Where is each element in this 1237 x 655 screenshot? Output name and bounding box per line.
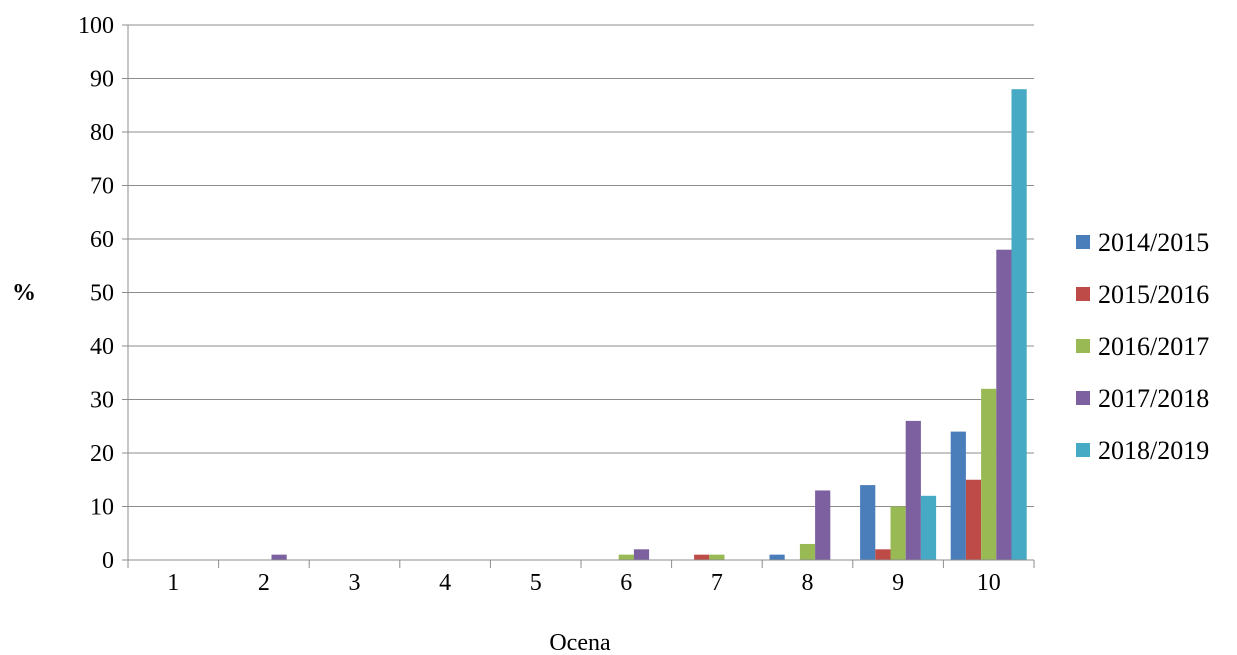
legend-label: 2016/2017 xyxy=(1098,332,1209,361)
bar xyxy=(799,543,816,560)
bar xyxy=(875,549,891,560)
x-tick-label: 8 xyxy=(802,570,814,596)
legend-swatch xyxy=(1076,391,1090,405)
bar xyxy=(860,485,876,560)
bar xyxy=(950,431,966,560)
y-tick-label: 50 xyxy=(90,281,114,307)
y-tick-label: 80 xyxy=(90,120,114,146)
bar xyxy=(769,554,785,560)
x-tick-label: 1 xyxy=(167,570,179,596)
x-tick-label: 6 xyxy=(620,570,632,596)
x-tick-label: 9 xyxy=(892,570,904,596)
gridlines xyxy=(122,24,1034,561)
y-tick-label: 40 xyxy=(90,334,114,360)
bar xyxy=(981,388,997,560)
bar xyxy=(996,249,1012,560)
x-tick-label: 10 xyxy=(977,570,1001,596)
x-tick-label: 3 xyxy=(349,570,361,596)
bar xyxy=(271,554,287,560)
x-tick-label: 4 xyxy=(439,570,451,596)
x-axis-label: Ocena xyxy=(549,630,611,655)
x-tick-label: 2 xyxy=(258,570,270,596)
legend-label: 2014/2015 xyxy=(1098,228,1209,257)
legend-swatch xyxy=(1076,235,1090,249)
legend-swatch xyxy=(1076,287,1090,301)
legend-label: 2015/2016 xyxy=(1098,280,1209,309)
y-tick-label: 90 xyxy=(90,67,114,93)
bars xyxy=(271,89,1027,560)
legend-swatch xyxy=(1076,443,1090,457)
bar xyxy=(905,420,921,560)
bar xyxy=(1011,89,1027,560)
axes xyxy=(127,25,1035,568)
y-tick-labels: 0 10 20 30 40 50 60 70 80 90 100 xyxy=(78,13,114,574)
bar xyxy=(694,554,710,560)
y-tick-label: 10 xyxy=(90,495,114,521)
legend-label: 2017/2018 xyxy=(1098,384,1209,413)
y-tick-label: 60 xyxy=(90,227,114,253)
y-tick-label: 100 xyxy=(78,13,114,39)
x-tick-labels: 1 2 3 4 5 6 7 8 9 10 xyxy=(167,570,1000,596)
x-tick-label: 7 xyxy=(711,570,723,596)
bar xyxy=(709,554,725,560)
y-axis-label: % xyxy=(12,280,36,306)
bar xyxy=(920,495,937,560)
bar xyxy=(890,506,906,560)
legend-label: 2018/2019 xyxy=(1098,436,1209,465)
bar xyxy=(965,479,982,560)
bar xyxy=(815,490,831,560)
y-tick-label: 70 xyxy=(90,174,114,200)
y-tick-label: 20 xyxy=(90,441,114,467)
legend-swatch xyxy=(1076,339,1090,353)
bar xyxy=(618,554,634,560)
y-tick-label: 30 xyxy=(90,388,114,414)
bar xyxy=(633,549,650,560)
x-tick-label: 5 xyxy=(530,570,542,596)
legend: 2014/2015 2015/2016 2016/2017 2017/2018 2018… xyxy=(1076,228,1209,465)
y-tick-label: 0 xyxy=(102,548,114,574)
